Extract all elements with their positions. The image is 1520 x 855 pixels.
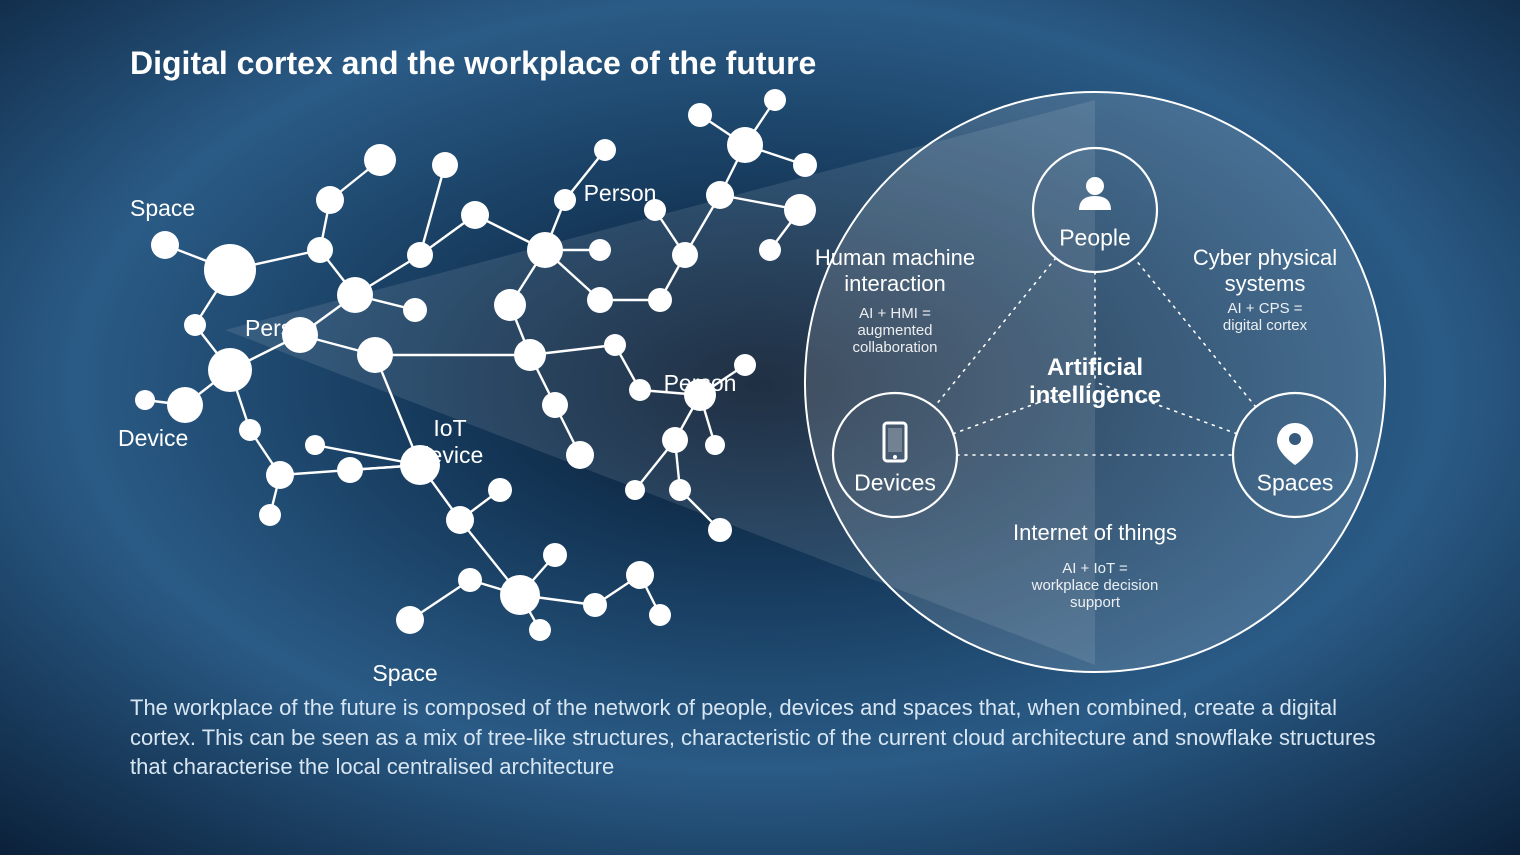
node-n30: [626, 561, 654, 589]
node-n33: [527, 232, 563, 268]
edge-sub-hmi: AI + HMI = augmented collaboration: [852, 305, 937, 356]
node-n60: [305, 435, 325, 455]
node-n54: [669, 479, 691, 501]
node-n50: [759, 239, 781, 261]
node-n32: [494, 289, 526, 321]
node-n27: [543, 543, 567, 567]
infographic-stage: { "canvas": { "w": 1520, "h": 855 }, "ba…: [0, 0, 1520, 855]
node-n26: [500, 575, 540, 615]
node-n49: [784, 194, 816, 226]
node-n37: [542, 392, 568, 418]
node-n58: [734, 354, 756, 376]
node-n2: [204, 244, 256, 296]
node-n13: [337, 277, 373, 313]
node-n12: [307, 237, 333, 263]
network-label-device1: Device: [118, 425, 188, 452]
node-n6: [135, 390, 155, 410]
node-n1: [151, 231, 179, 259]
network-label-iotdev: IoT device: [417, 415, 483, 469]
network-label-person1: Person: [245, 315, 318, 342]
edge-sub-cps: AI + CPS = digital cortex: [1223, 300, 1307, 334]
edge-title-hmi: Human machine interaction: [815, 245, 975, 297]
hub-label-people: People: [1059, 225, 1131, 252]
node-n22: [446, 506, 474, 534]
node-n47: [764, 89, 786, 111]
node-n55: [625, 480, 645, 500]
node-n35: [589, 239, 611, 261]
network-label-space1: Space: [130, 195, 195, 222]
node-n25: [458, 568, 482, 592]
caption-text: The workplace of the future is composed …: [130, 693, 1390, 782]
edge-title-iot: Internet of things: [1013, 520, 1177, 546]
edge-sub-iot: AI + IoT = workplace decision support: [1032, 560, 1159, 611]
center-label: Artificial intelligence: [1029, 354, 1161, 410]
node-n46: [688, 103, 712, 127]
node-n23: [488, 478, 512, 502]
node-n38: [566, 441, 594, 469]
node-n31: [649, 604, 671, 626]
node-n16: [403, 298, 427, 322]
node-n51: [629, 379, 651, 401]
node-n42: [672, 242, 698, 268]
node-n10: [316, 186, 344, 214]
network-label-person2: Person: [584, 180, 657, 207]
node-n19: [461, 201, 489, 229]
node-n41: [648, 288, 672, 312]
node-n21: [337, 457, 363, 483]
node-n11: [364, 144, 396, 176]
node-n9: [259, 504, 281, 526]
node-n3: [184, 314, 206, 336]
node-n39: [604, 334, 626, 356]
hub-label-spaces: Spaces: [1257, 470, 1334, 497]
node-n28: [529, 619, 551, 641]
node-n48: [793, 153, 817, 177]
node-n40: [587, 287, 613, 313]
edge-title-cps: Cyber physical systems: [1193, 245, 1337, 297]
page-title: Digital cortex and the workplace of the …: [130, 45, 816, 82]
node-n8: [266, 461, 294, 489]
node-n36: [514, 339, 546, 371]
node-n4: [208, 348, 252, 392]
node-n7: [239, 419, 261, 441]
node-n29: [583, 593, 607, 617]
node-n34: [554, 189, 576, 211]
node-n56: [708, 518, 732, 542]
hub-label-devices: Devices: [854, 470, 936, 497]
node-n57: [705, 435, 725, 455]
node-n17: [407, 242, 433, 268]
node-n18: [432, 152, 458, 178]
node-n59: [594, 139, 616, 161]
node-n15: [357, 337, 393, 373]
node-n5: [167, 387, 203, 423]
network-label-person3: Person: [664, 370, 737, 397]
node-n24: [396, 606, 424, 634]
node-n44: [706, 181, 734, 209]
node-n53: [662, 427, 688, 453]
network-label-space2: Space: [372, 660, 437, 687]
node-n45: [727, 127, 763, 163]
